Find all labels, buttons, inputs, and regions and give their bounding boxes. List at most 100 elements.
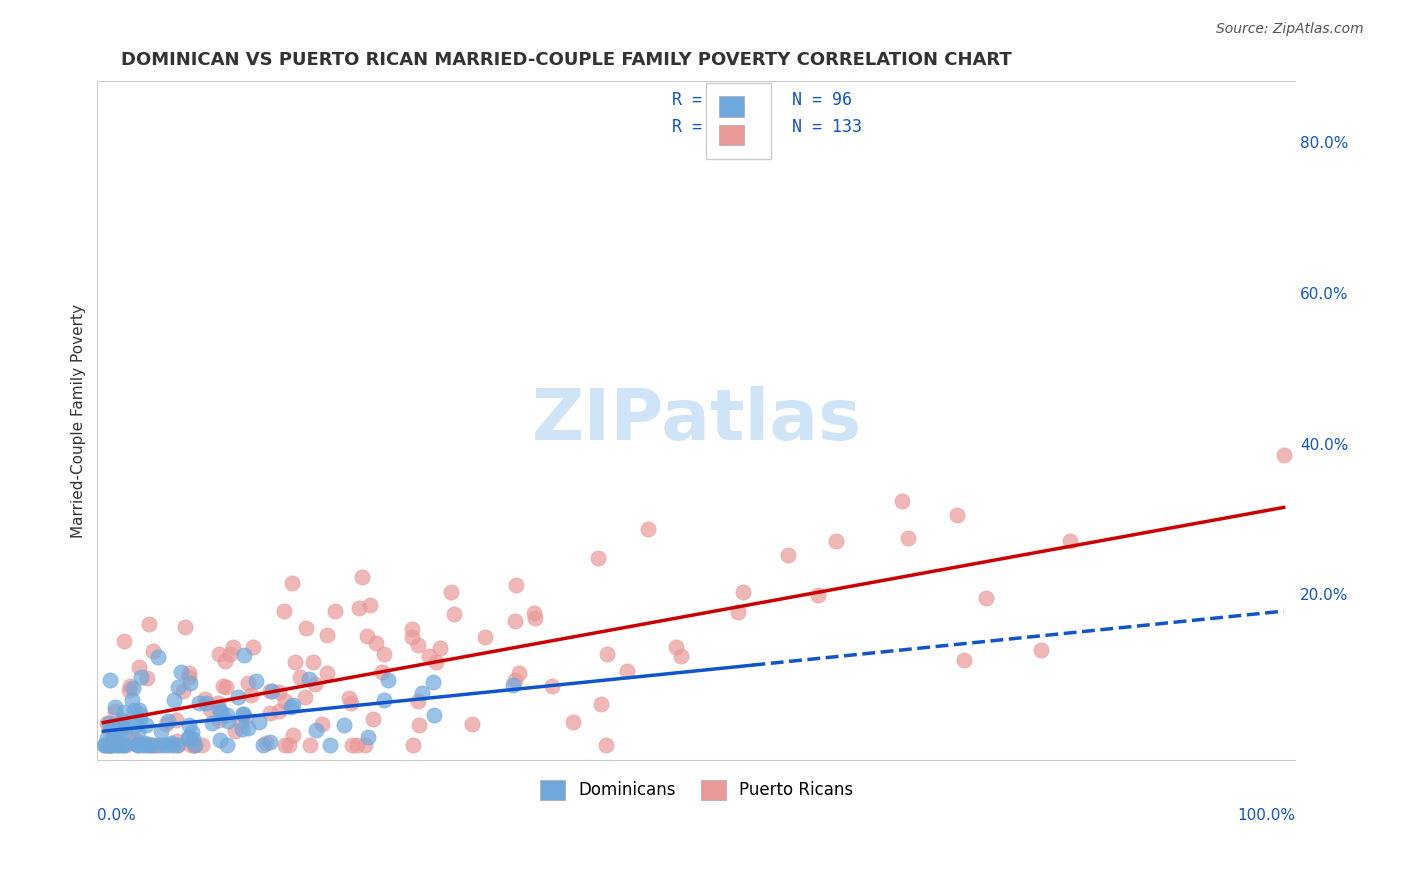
Puerto Ricans (273, 694, 295, 708)
Text: 0.0%: 0.0% (97, 808, 136, 823)
Puerto Ricans (138, 617, 160, 632)
Dominicans (179, 718, 201, 732)
Puerto Ricans (274, 739, 297, 753)
Puerto Ricans (155, 717, 177, 731)
Puerto Ricans (299, 739, 322, 753)
Puerto Ricans (346, 739, 368, 753)
Dominicans (180, 725, 202, 739)
Dominicans (411, 686, 433, 700)
Dominicans (138, 739, 160, 753)
Dominicans (94, 739, 117, 753)
Puerto Ricans (361, 712, 384, 726)
Puerto Ricans (238, 675, 260, 690)
Puerto Ricans (671, 648, 693, 663)
Puerto Ricans (561, 715, 583, 730)
Puerto Ricans (174, 619, 197, 633)
Dominicans (167, 680, 190, 694)
Puerto Ricans (505, 578, 527, 592)
Puerto Ricans (408, 717, 430, 731)
Dominicans (160, 736, 183, 750)
Dominicans (127, 739, 149, 753)
Puerto Ricans (191, 738, 214, 752)
Puerto Ricans (142, 644, 165, 658)
Dominicans (179, 676, 201, 690)
Puerto Ricans (402, 739, 425, 753)
Puerto Ricans (200, 702, 222, 716)
Puerto Ricans (443, 607, 465, 621)
Puerto Ricans (98, 739, 121, 753)
Puerto Ricans (118, 679, 141, 693)
Puerto Ricans (323, 604, 346, 618)
Puerto Ricans (218, 648, 240, 662)
Dominicans (129, 706, 152, 721)
Dominicans (298, 672, 321, 686)
Puerto Ricans (98, 739, 121, 753)
Dominicans (108, 726, 131, 740)
Puerto Ricans (595, 739, 617, 753)
Puerto Ricans (208, 714, 231, 728)
Puerto Ricans (401, 630, 423, 644)
Puerto Ricans (212, 679, 235, 693)
Puerto Ricans (101, 732, 124, 747)
Puerto Ricans (541, 679, 564, 693)
Dominicans (194, 696, 217, 710)
Puerto Ricans (104, 717, 127, 731)
Dominicans (152, 739, 174, 753)
Dominicans (98, 715, 121, 730)
Dominicans (96, 731, 118, 746)
Puerto Ricans (269, 704, 291, 718)
Dominicans (98, 673, 121, 687)
Puerto Ricans (460, 717, 482, 731)
Puerto Ricans (242, 640, 264, 655)
Puerto Ricans (273, 604, 295, 618)
Dominicans (201, 716, 224, 731)
Puerto Ricans (180, 739, 202, 753)
Puerto Ricans (183, 739, 205, 753)
Puerto Ricans (222, 640, 245, 655)
Puerto Ricans (665, 640, 688, 655)
Puerto Ricans (167, 739, 190, 753)
Puerto Ricans (508, 665, 530, 680)
Puerto Ricans (304, 677, 326, 691)
Dominicans (135, 718, 157, 732)
Puerto Ricans (165, 713, 187, 727)
Dominicans (217, 714, 239, 728)
Dominicans (233, 648, 256, 663)
Puerto Ricans (115, 739, 138, 753)
Dominicans (259, 735, 281, 749)
Dominicans (100, 719, 122, 733)
Puerto Ricans (337, 691, 360, 706)
Puerto Ricans (101, 739, 124, 753)
Dominicans (188, 696, 211, 710)
Dominicans (104, 700, 127, 714)
Dominicans (134, 739, 156, 753)
Puerto Ricans (172, 684, 194, 698)
Puerto Ricans (364, 636, 387, 650)
Dominicans (129, 712, 152, 726)
Puerto Ricans (281, 728, 304, 742)
Puerto Ricans (340, 739, 363, 753)
Puerto Ricans (440, 585, 463, 599)
Text: 100.0%: 100.0% (1237, 808, 1295, 823)
Puerto Ricans (824, 534, 846, 549)
Puerto Ricans (356, 629, 378, 643)
Dominicans (319, 739, 342, 753)
Dominicans (208, 733, 231, 747)
Puerto Ricans (103, 717, 125, 731)
Puerto Ricans (193, 692, 215, 706)
Puerto Ricans (118, 683, 141, 698)
Dominicans (111, 739, 134, 753)
Dominicans (215, 739, 238, 753)
Dominicans (108, 739, 131, 753)
Dominicans (502, 678, 524, 692)
Dominicans (166, 739, 188, 753)
Puerto Ricans (637, 522, 659, 536)
Dominicans (232, 707, 254, 722)
Puerto Ricans (425, 656, 447, 670)
Puerto Ricans (294, 690, 316, 704)
Puerto Ricans (474, 631, 496, 645)
Dominicans (373, 693, 395, 707)
Dominicans (245, 673, 267, 688)
Puerto Ricans (1031, 643, 1053, 657)
Dominicans (97, 737, 120, 751)
